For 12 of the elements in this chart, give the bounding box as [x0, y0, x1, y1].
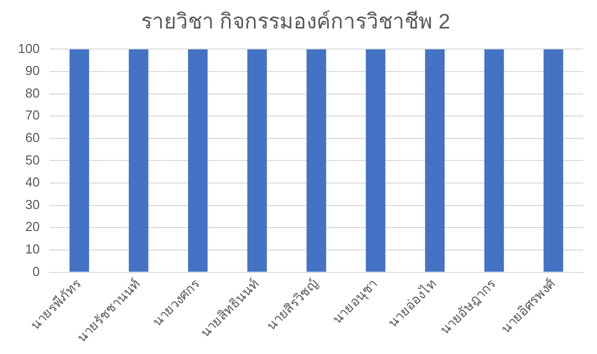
chart-title: รายวิชา กิจกรรมองค์การวิชาชีพ 2 — [140, 9, 450, 34]
y-tick-label: 80 — [25, 85, 40, 100]
y-tick-label: 100 — [18, 40, 40, 56]
y-tick-label: 60 — [25, 130, 40, 146]
y-tick-label: 10 — [25, 242, 40, 257]
y-tick-label: 90 — [25, 63, 40, 78]
y-tick-label: 70 — [25, 108, 40, 123]
y-tick-label: 40 — [25, 174, 40, 190]
y-tick-label: 20 — [25, 219, 40, 234]
y-tick-label: 30 — [25, 196, 40, 212]
y-tick-label: 0 — [32, 264, 40, 279]
y-tick-label: 50 — [25, 152, 40, 168]
